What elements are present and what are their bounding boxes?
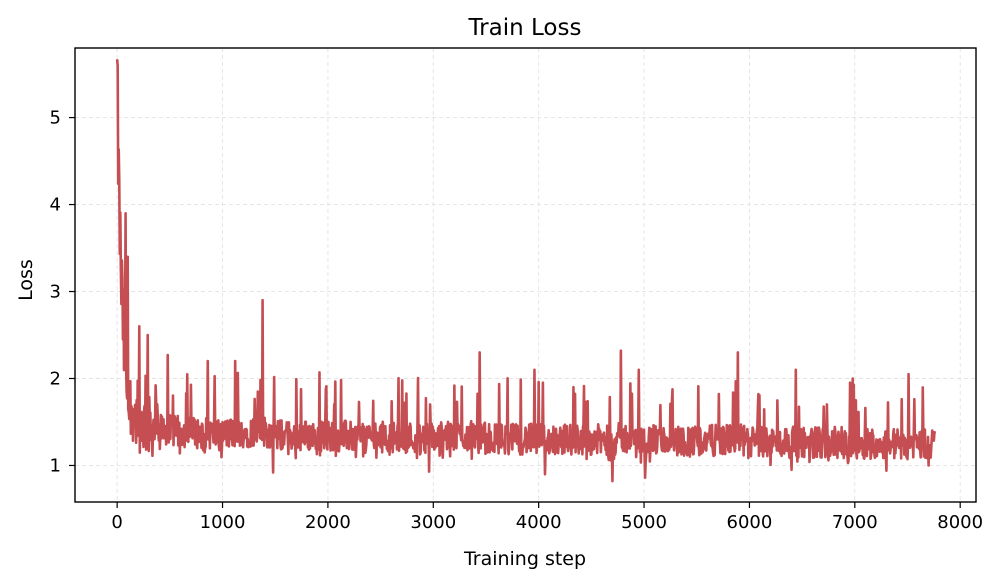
x-tick-label: 6000: [727, 512, 773, 533]
y-axis-label: Loss: [15, 259, 37, 301]
x-tick-label: 1000: [200, 512, 246, 533]
x-tick-label: 5000: [621, 512, 667, 533]
y-tick-label: 3: [50, 282, 61, 303]
axis-ticks: 0 1000 2000 3000 4000 5000 6000 7000 8000 1 2 3 4 5: [50, 108, 984, 533]
x-tick-label: 4000: [516, 512, 562, 533]
x-tick-label: 7000: [832, 512, 878, 533]
plot-frame: [74, 47, 977, 503]
x-tick-label: 3000: [410, 512, 456, 533]
x-tick-label: 8000: [937, 512, 983, 533]
x-tick-label: 0: [111, 512, 122, 533]
loss-series: [115, 59, 937, 483]
y-tick-label: 5: [50, 108, 61, 129]
chart-title: Train Loss: [468, 15, 582, 41]
y-tick-label: 1: [50, 455, 61, 476]
y-tick-label: 2: [50, 368, 61, 389]
y-tick-label: 4: [50, 195, 61, 216]
loss-line: [115, 59, 937, 483]
x-tick-label: 2000: [305, 512, 351, 533]
x-axis-label: Training step: [463, 548, 586, 570]
